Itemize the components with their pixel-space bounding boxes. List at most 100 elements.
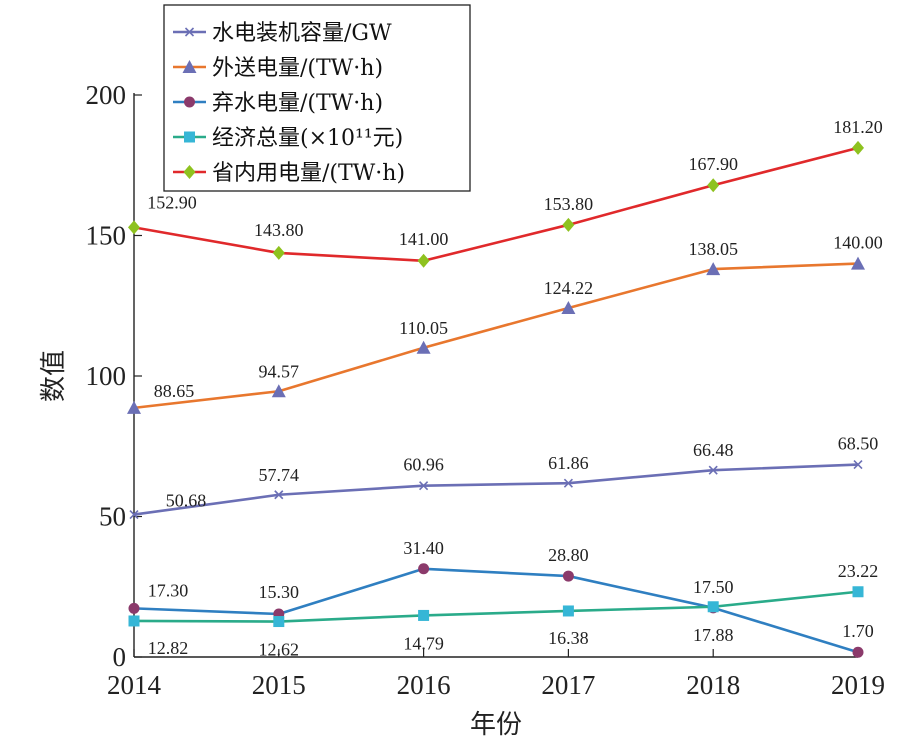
x-marker-stroke [563, 478, 573, 488]
data-point [129, 510, 139, 520]
data-point [127, 400, 141, 414]
data-label: 66.48 [693, 440, 734, 460]
data-point [418, 609, 430, 621]
data-point [708, 465, 718, 475]
data-point [418, 563, 430, 575]
data-point [706, 262, 721, 276]
data-label: 17.50 [693, 577, 734, 597]
data-point [128, 615, 140, 627]
data-label: 12.82 [148, 638, 189, 658]
series-line [133, 463, 859, 516]
data-label: 181.20 [833, 117, 883, 137]
data-label: 153.80 [544, 194, 594, 214]
data-point [852, 646, 864, 658]
y-axis-title: 数值 [39, 350, 69, 402]
series-line [133, 262, 859, 410]
y-tick-label: 150 [86, 221, 127, 251]
data-point [707, 601, 719, 613]
series-line [133, 590, 859, 623]
data-point [562, 217, 575, 232]
series-line [133, 146, 859, 263]
data-label: 138.05 [688, 239, 738, 259]
data-label: 31.40 [403, 538, 444, 558]
series-layer [127, 140, 865, 658]
x-marker-stroke [853, 459, 863, 470]
data-label: 17.30 [148, 580, 189, 600]
x-axis-title: 年份 [470, 710, 522, 740]
legend-label: 外送电量/(TW·h) [212, 56, 383, 81]
data-label: 50.68 [166, 491, 207, 511]
data-point [561, 300, 576, 314]
data-label: 16.38 [548, 628, 589, 648]
data-point [273, 616, 285, 628]
data-label: 12.62 [259, 640, 300, 660]
y-tick-label: 50 [99, 502, 126, 532]
series-2 [128, 563, 864, 658]
axes: 0 50 100 150 200 2014 2015 2016 2017 2018 2019 年份 数值 [39, 80, 885, 740]
legend-marker [184, 131, 195, 143]
x-tick-label: 2016 [397, 670, 451, 700]
x-marker-stroke [129, 510, 139, 520]
legend-label: 经济总量(×10¹¹元) [212, 126, 403, 151]
series-line [133, 567, 859, 654]
legend-marker [184, 27, 195, 37]
series-1 [127, 256, 865, 414]
data-point [416, 340, 431, 354]
legend-marker [183, 165, 196, 179]
series-3 [128, 586, 864, 628]
data-point [417, 253, 430, 268]
legend-entry: 水电装机容量/GW [173, 21, 392, 46]
data-point [563, 478, 573, 488]
data-point [852, 140, 864, 155]
x-tick-label: 2015 [252, 670, 306, 700]
legend: 水电装机容量/GW 外送电量/(TW·h) 弃水电量/(TW·h) 经济总量(×10¹… [163, 4, 471, 192]
legend-marker [182, 60, 197, 73]
y-tick-label: 200 [86, 80, 127, 110]
data-point [852, 586, 864, 598]
data-label: 167.90 [688, 154, 738, 174]
legend-entry: 省内用电量/(TW·h) [173, 161, 405, 186]
x-tick-label: 2018 [686, 670, 740, 700]
data-point [128, 602, 140, 614]
x-tick-label: 2019 [831, 670, 885, 700]
data-label: 15.30 [259, 582, 300, 602]
data-label: 60.96 [403, 455, 444, 475]
data-point [419, 481, 429, 491]
series-4 [128, 140, 864, 268]
legend-label: 省内用电量/(TW·h) [212, 161, 405, 186]
data-label: 140.00 [833, 233, 883, 253]
data-labels: 50.68 57.74 60.96 61.86 66.48 68.50 88.65 94.57… [147, 117, 883, 660]
x-marker-stroke [419, 481, 429, 491]
x-tick-label: 2014 [107, 670, 162, 700]
data-point [707, 178, 720, 193]
legend-entry: 外送电量/(TW·h) [173, 56, 383, 81]
data-point [128, 220, 140, 235]
legend-box [163, 4, 471, 192]
data-label: 61.86 [548, 453, 589, 473]
data-label: 17.88 [693, 625, 734, 645]
data-label: 152.90 [147, 192, 197, 212]
data-point [562, 605, 574, 617]
legend-entry: 经济总量(×10¹¹元) [173, 126, 403, 151]
data-point [562, 570, 574, 582]
data-point [272, 245, 285, 260]
data-label: 141.00 [399, 229, 449, 249]
data-label: 14.79 [403, 633, 444, 653]
series-0 [129, 459, 863, 520]
legend-entry: 弃水电量/(TW·h) [173, 91, 383, 116]
legend-label: 水电装机容量/GW [212, 21, 392, 46]
y-tick-label: 0 [113, 642, 127, 672]
legend-label: 弃水电量/(TW·h) [212, 91, 383, 116]
legend-marker [184, 96, 195, 108]
x-marker-stroke [708, 465, 718, 475]
data-label: 68.50 [838, 434, 879, 454]
data-point [851, 256, 865, 270]
data-point [274, 490, 284, 500]
data-label: 143.80 [254, 220, 304, 240]
data-point [853, 459, 863, 470]
x-marker-stroke [274, 490, 284, 500]
data-point [271, 384, 286, 398]
data-label: 110.05 [399, 318, 448, 338]
data-label: 94.57 [259, 361, 300, 381]
